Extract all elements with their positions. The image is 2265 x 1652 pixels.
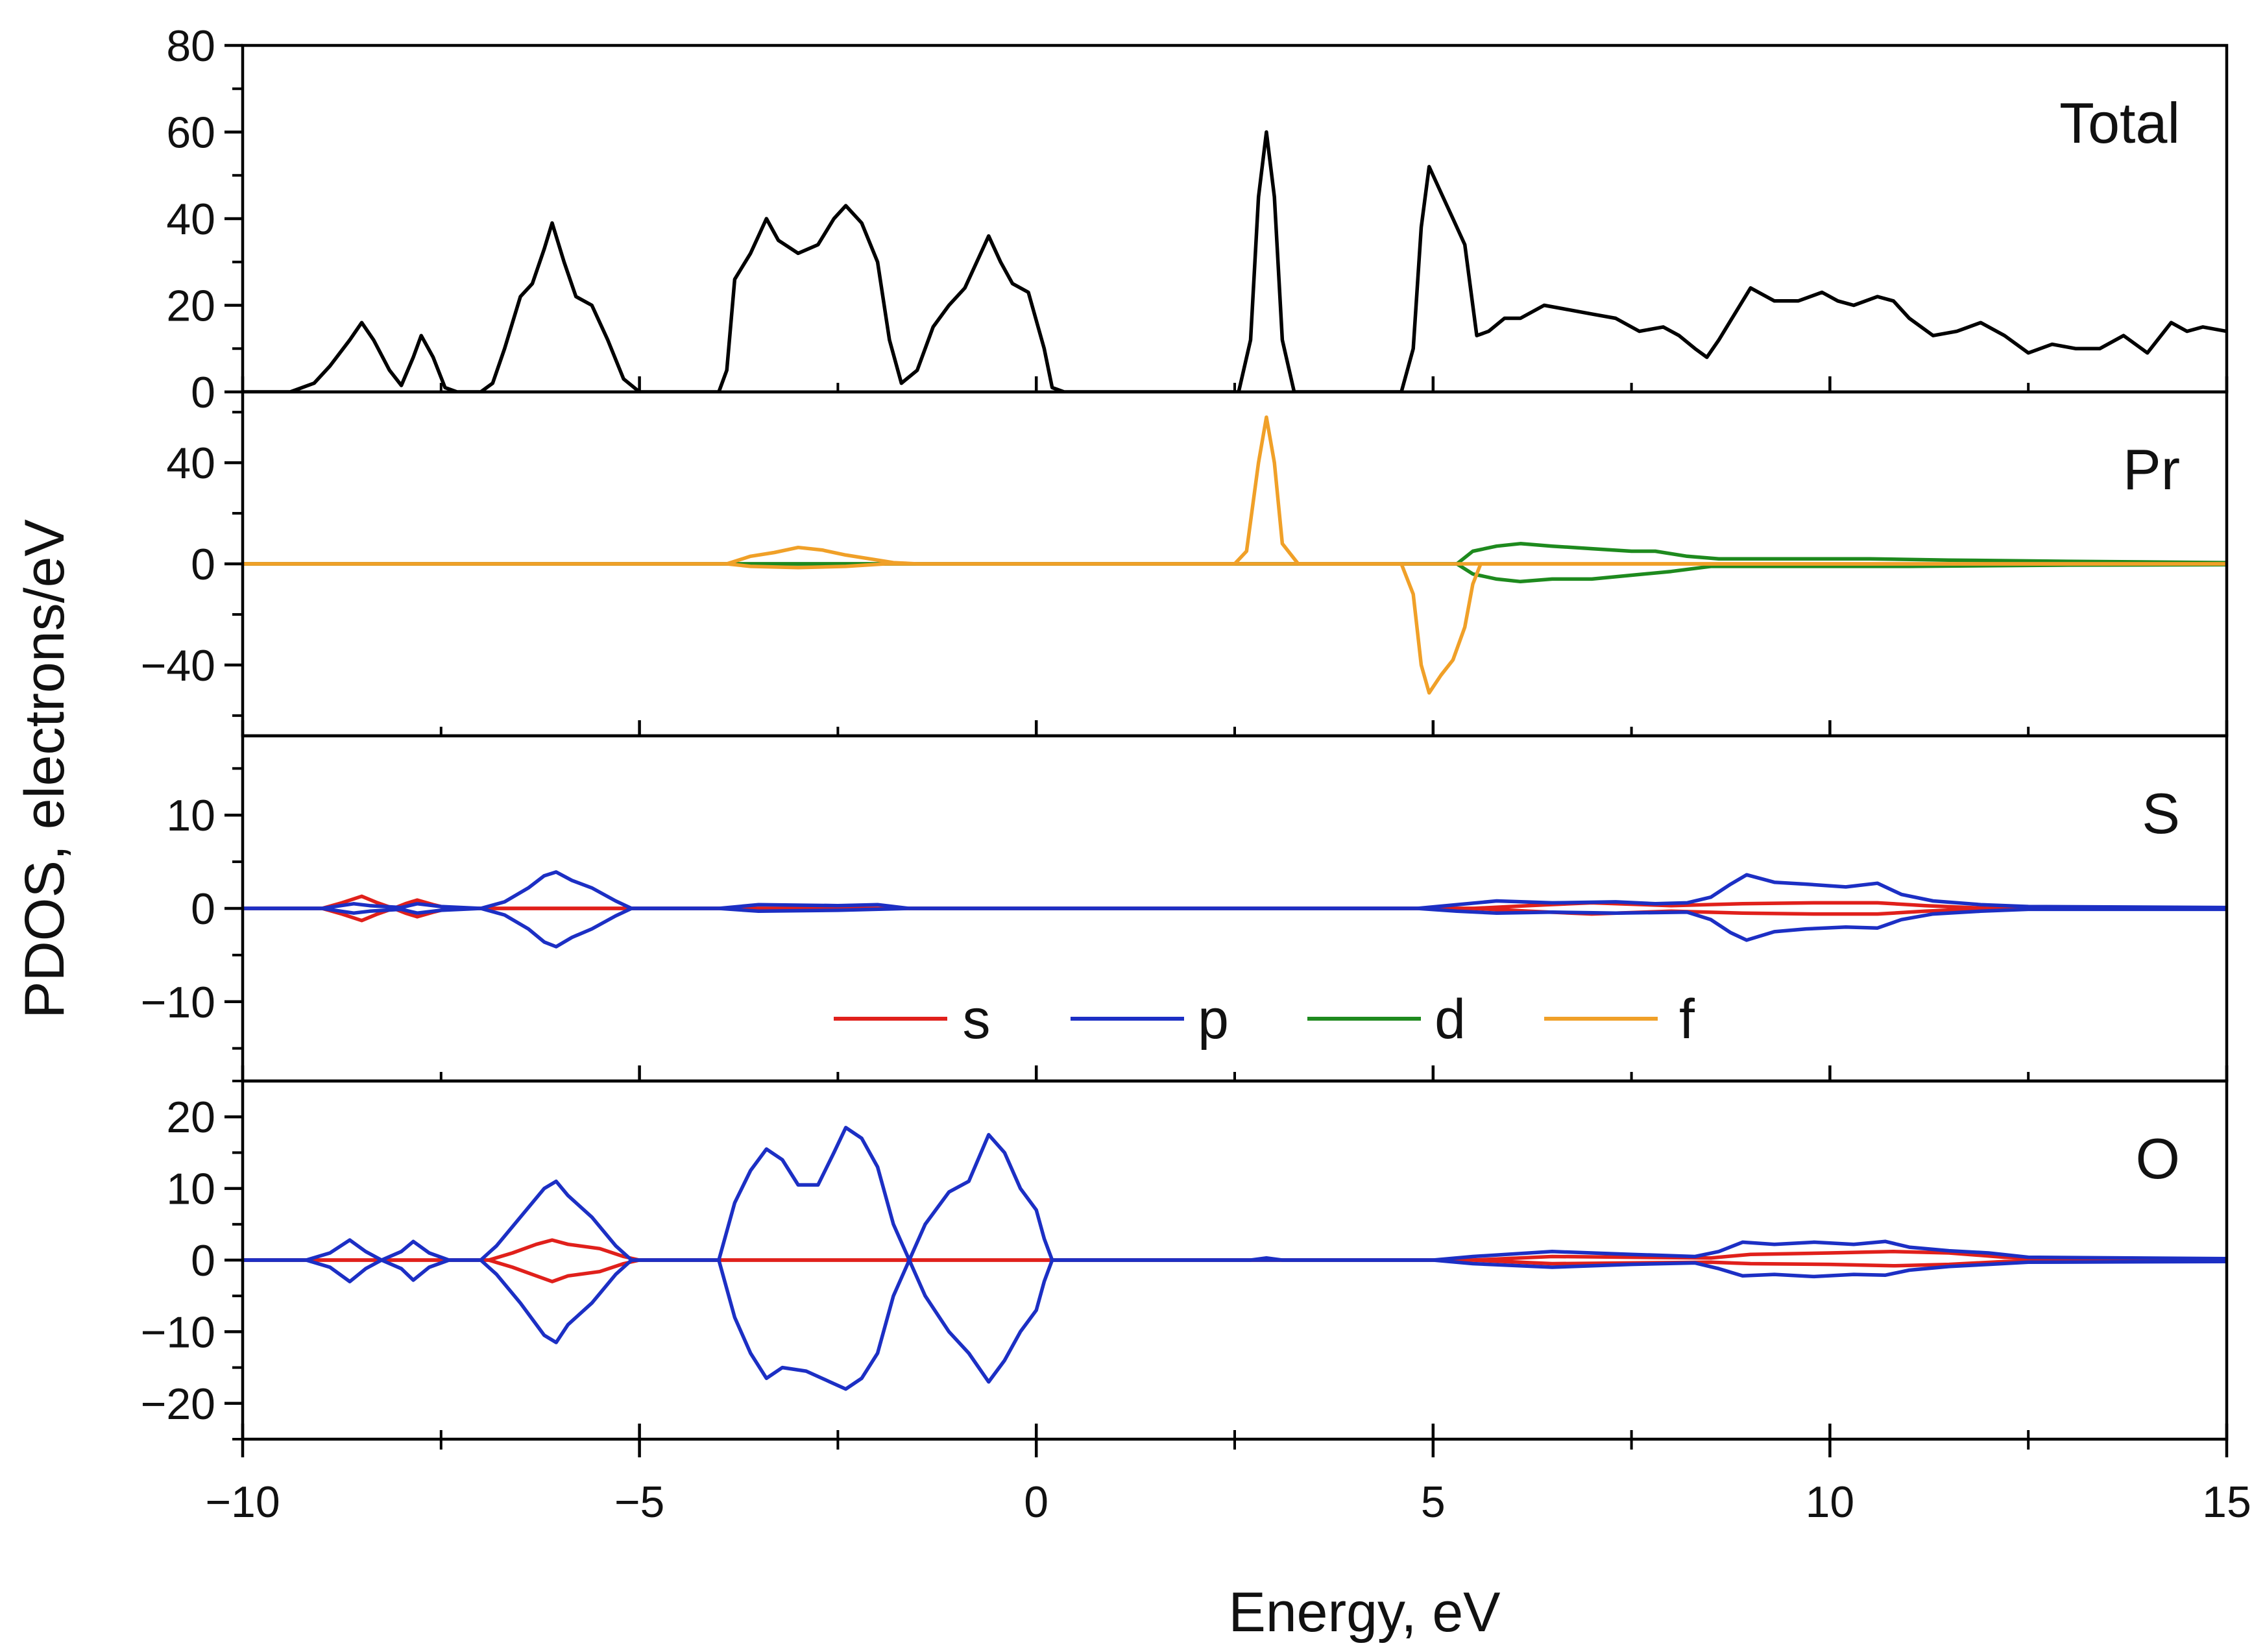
x-tick-label: −10 bbox=[205, 1477, 280, 1527]
x-axis-title: Energy, eV bbox=[1228, 1581, 1500, 1644]
series-pr-f-up bbox=[243, 415, 2227, 566]
legend-label-d: d bbox=[1435, 988, 1466, 1051]
y-tick-label-pr: 0 bbox=[191, 540, 215, 589]
y-tick-label-total: 40 bbox=[166, 195, 215, 244]
y-tick-label-s: 0 bbox=[191, 884, 215, 934]
panel-label-pr: Pr bbox=[2123, 437, 2180, 502]
panel-label-o: O bbox=[2136, 1126, 2180, 1191]
y-tick-label-o: 20 bbox=[166, 1093, 215, 1142]
x-tick-label: 10 bbox=[1806, 1477, 1855, 1527]
y-tick-label-total: 0 bbox=[191, 368, 215, 417]
panel-o: −20 −10 0 10 20 O bbox=[141, 1079, 2229, 1441]
y-axis-title: PDOS, electrons/eV bbox=[14, 519, 76, 1019]
y-tick-label-o: 0 bbox=[191, 1236, 215, 1285]
y-tick-label-s: 10 bbox=[166, 791, 215, 840]
panel-total-frame bbox=[241, 43, 2229, 394]
panel-s: −10 0 10 S bbox=[141, 734, 2229, 1083]
x-tick-label: 15 bbox=[2202, 1477, 2251, 1527]
series-o-s-down bbox=[243, 1258, 2227, 1283]
legend-label-p: p bbox=[1198, 988, 1229, 1051]
panel-pr: −40 0 40 Pr bbox=[141, 390, 2229, 738]
series-s-p-up bbox=[243, 870, 2227, 910]
y-tick-label-o: 10 bbox=[166, 1165, 215, 1214]
panel-total: 0 20 40 60 80 Total bbox=[166, 21, 2229, 417]
panel-label-total: Total bbox=[2059, 91, 2180, 155]
y-tick-label-total: 80 bbox=[166, 21, 215, 71]
series-total-Total bbox=[243, 130, 2227, 392]
y-tick-label-total: 20 bbox=[166, 282, 215, 331]
series-o-s-up bbox=[243, 1238, 2227, 1262]
panel-o-series bbox=[243, 1126, 2227, 1391]
series-s-s-up bbox=[243, 894, 2227, 910]
y-tick-label-pr: −40 bbox=[141, 641, 215, 690]
panels-group: 0 20 40 60 80 Total −40 0 40 Pr −10 0 10 S −20 −10 0 10 20… bbox=[141, 21, 2229, 1441]
x-axis: −10 −5 0 5 10 15 bbox=[205, 1439, 2251, 1527]
legend-label-f: f bbox=[1679, 988, 1695, 1051]
y-tick-label-pr: 40 bbox=[166, 439, 215, 488]
x-tick-label: 5 bbox=[1421, 1477, 1446, 1527]
panel-pr-series bbox=[243, 415, 2227, 695]
y-tick-label-o: −20 bbox=[141, 1379, 215, 1429]
x-tick-label: 0 bbox=[1024, 1477, 1048, 1527]
series-o-p-down bbox=[243, 1258, 2227, 1391]
series-pr-f-down bbox=[243, 562, 2227, 695]
y-tick-label-s: −10 bbox=[141, 978, 215, 1027]
y-tick-label-total: 60 bbox=[166, 108, 215, 158]
series-s-p-down bbox=[243, 906, 2227, 949]
panel-label-s: S bbox=[2142, 781, 2180, 845]
series-pr-d-down bbox=[243, 562, 2227, 584]
panel-total-series bbox=[243, 130, 2227, 392]
series-pr-d-up bbox=[243, 542, 2227, 566]
series-o-p-up bbox=[243, 1126, 2227, 1262]
x-tick-label: −5 bbox=[614, 1477, 665, 1527]
panel-s-series bbox=[243, 870, 2227, 949]
y-tick-label-o: −10 bbox=[141, 1307, 215, 1357]
legend-label-s: s bbox=[963, 988, 991, 1051]
